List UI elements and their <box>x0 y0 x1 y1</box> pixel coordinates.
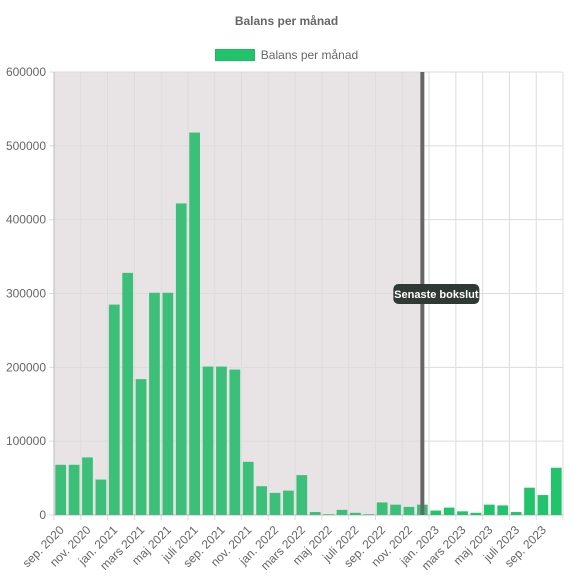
y-tick-label: 200000 <box>6 360 46 374</box>
bar <box>470 512 482 515</box>
bar <box>323 514 334 515</box>
bar <box>443 507 455 515</box>
y-tick-label: 0 <box>39 508 46 522</box>
marker-label: Senaste bokslut <box>394 289 479 301</box>
bar <box>135 379 147 515</box>
bar <box>242 461 254 515</box>
bar <box>336 509 348 515</box>
bar <box>296 475 308 515</box>
bar <box>363 514 375 515</box>
bar <box>350 512 361 515</box>
bar <box>95 479 107 515</box>
bar <box>175 203 187 515</box>
y-tick-label: 600000 <box>6 65 46 79</box>
bar <box>309 512 321 515</box>
bar <box>82 457 93 515</box>
bar <box>149 292 160 515</box>
legend-label: Balans per månad <box>260 48 359 62</box>
bar <box>510 512 522 515</box>
bar <box>524 487 535 515</box>
bar <box>457 511 468 515</box>
y-tick-label: 400000 <box>6 213 46 227</box>
bar <box>162 292 174 515</box>
bar <box>537 495 549 515</box>
y-tick-label: 100000 <box>6 434 46 448</box>
bar <box>68 464 80 515</box>
bar <box>189 132 201 515</box>
chart-title: Balans per månad <box>234 14 339 28</box>
bar <box>256 486 267 515</box>
y-tick-label: 500000 <box>6 139 46 153</box>
bar <box>550 467 562 515</box>
legend[interactable]: Balans per månad <box>0 48 573 62</box>
bar <box>390 504 401 515</box>
bar <box>216 366 227 515</box>
bar <box>430 510 442 515</box>
bar <box>497 505 509 515</box>
bar <box>55 464 67 515</box>
legend-swatch <box>214 49 255 61</box>
bar <box>269 492 281 515</box>
bar <box>376 502 388 515</box>
bar <box>108 304 120 515</box>
y-tick-label: 300000 <box>6 287 46 301</box>
marker-label-box <box>393 284 480 304</box>
bar <box>483 504 495 515</box>
bar <box>122 272 134 515</box>
bar <box>403 506 415 515</box>
bar <box>202 366 214 515</box>
bar <box>229 369 241 515</box>
bar <box>283 490 294 515</box>
